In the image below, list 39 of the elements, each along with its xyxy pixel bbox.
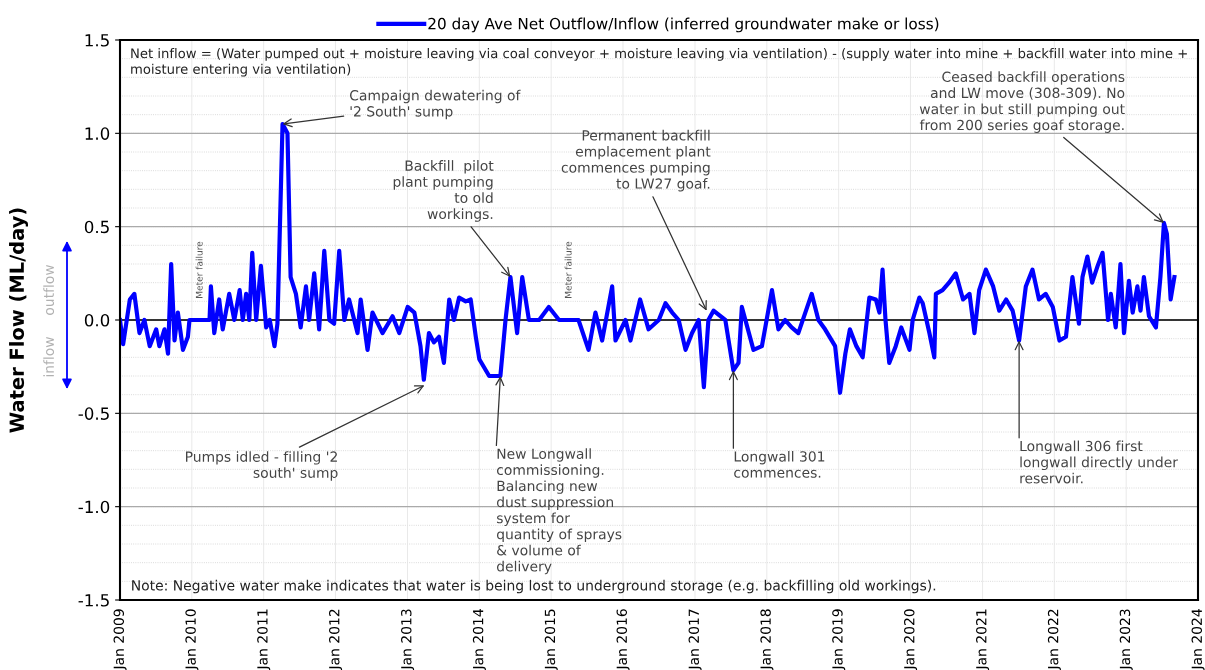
annotation: Permanent backfill emplacement plant commences pumping to LW27 goaf.: [561, 129, 711, 192]
x-tick-label: Jan 2012: [329, 609, 343, 670]
text: outflow: [43, 264, 55, 315]
annotation: Longwall 301 commences.: [734, 450, 825, 478]
x-tick-label: Jan 2013: [401, 609, 415, 670]
x-tick-label: Jan 2014: [472, 609, 486, 670]
annotation: Meter failure: [195, 241, 203, 298]
y-tick-label: 0.0: [84, 313, 110, 327]
x-tick-label: Jan 2010: [185, 609, 199, 670]
x-tick-label: Jan 2023: [1119, 609, 1133, 670]
y-tick-label: -1.0: [78, 500, 110, 514]
y-tick-label: 0.5: [84, 220, 109, 234]
x-tick-label: Jan 2011: [257, 609, 271, 670]
x-tick-label: Jan 2017: [688, 609, 702, 670]
x-tick-label: Jan 2021: [976, 609, 990, 670]
annotation: Ceased backfill operations and LW move (308-309). No water in but still pumping out from 200 series goaf storage.: [919, 71, 1125, 133]
text: inflow: [43, 336, 55, 377]
annotation: Backfill pilot plant pumping to old workings.: [393, 160, 494, 222]
x-tick-label: Jan 2015: [544, 609, 558, 670]
x-tick-label: Jan 2022: [1047, 609, 1061, 670]
x-tick-label: Jan 2018: [760, 609, 774, 670]
y-tick-label: -1.5: [78, 594, 109, 607]
x-tick-label: Jan 2009: [113, 609, 127, 670]
legend-label: 20 day Ave Net Outflow/Inflow (inferred groundwater make or loss): [428, 17, 939, 33]
annotation: Campaign dewatering of '2 South' sump: [349, 89, 521, 120]
y-tick-label: 1.5: [85, 34, 109, 47]
x-tick-label: Jan 2020: [904, 609, 918, 670]
annotation: New Longwall commissioning. Balancing new dust suppression system for quantity of sprays & volume of delivery: [496, 448, 622, 575]
y-axis-title: Water Flow (ML/day): [9, 208, 28, 433]
line-series: [120, 121, 1177, 395]
y-tick-label: -0.5: [78, 407, 109, 420]
x-tick-label: Jan 2024: [1191, 609, 1205, 670]
x-tick-label: Jan 2016: [616, 609, 630, 670]
annotation: Pumps idled - filling '2 south' sump: [186, 451, 338, 481]
annotation: Longwall 306 first longwall directly under reservoir.: [1020, 440, 1178, 484]
y-tick-label: 1.0: [85, 127, 110, 140]
x-tick-label: Jan 2019: [832, 609, 846, 670]
annotation: Note: Negative water make indicates that water is being lost to underground storage (e.g. backfilling old workings).: [132, 579, 936, 594]
annotation: Meter failure: [564, 241, 572, 298]
